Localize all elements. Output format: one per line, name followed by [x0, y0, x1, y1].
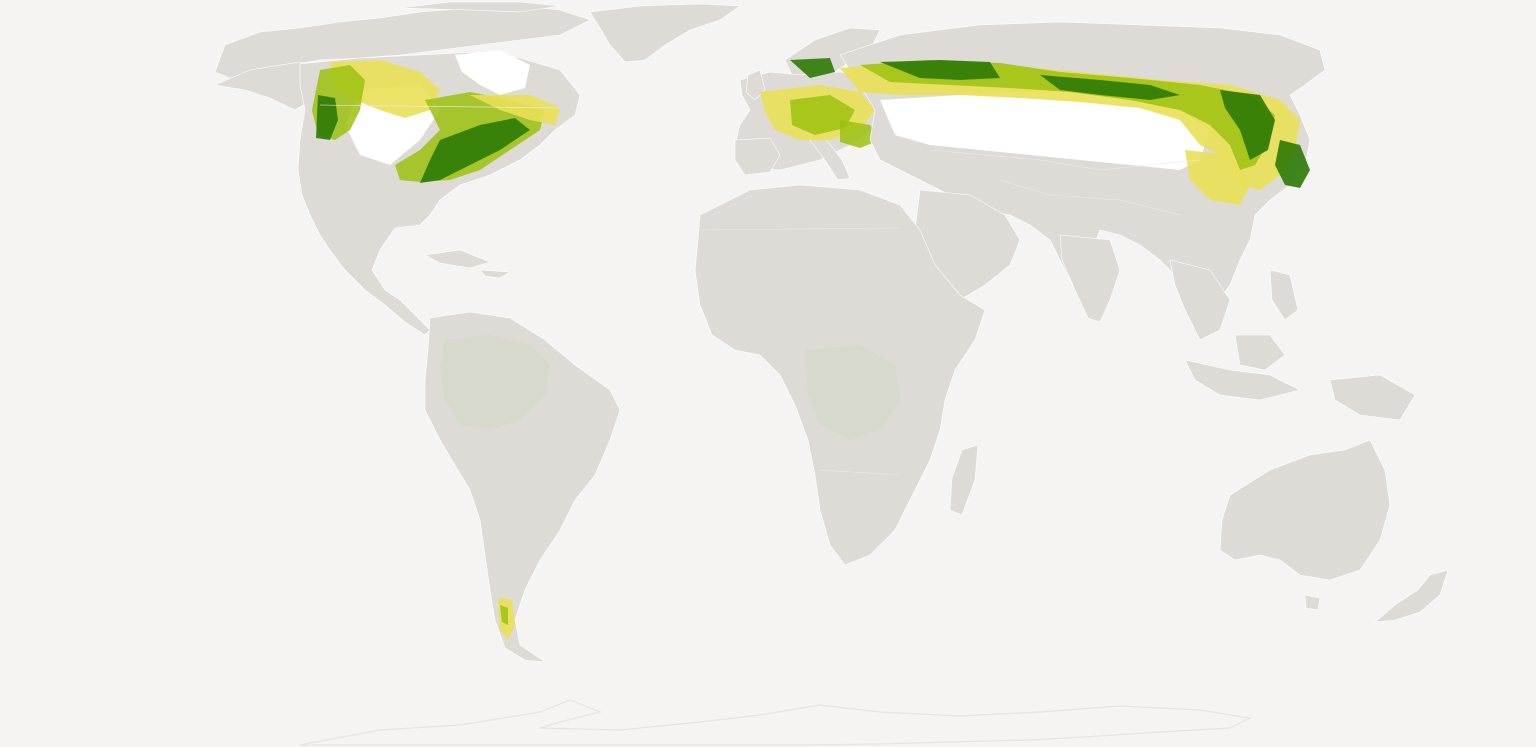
antarctica — [299, 699, 1252, 746]
north-america — [213, 1, 741, 336]
africa — [694, 184, 986, 566]
south-america — [424, 311, 621, 663]
australia — [1219, 439, 1449, 623]
country-borders — [319, 104, 1201, 476]
europe — [734, 27, 881, 181]
